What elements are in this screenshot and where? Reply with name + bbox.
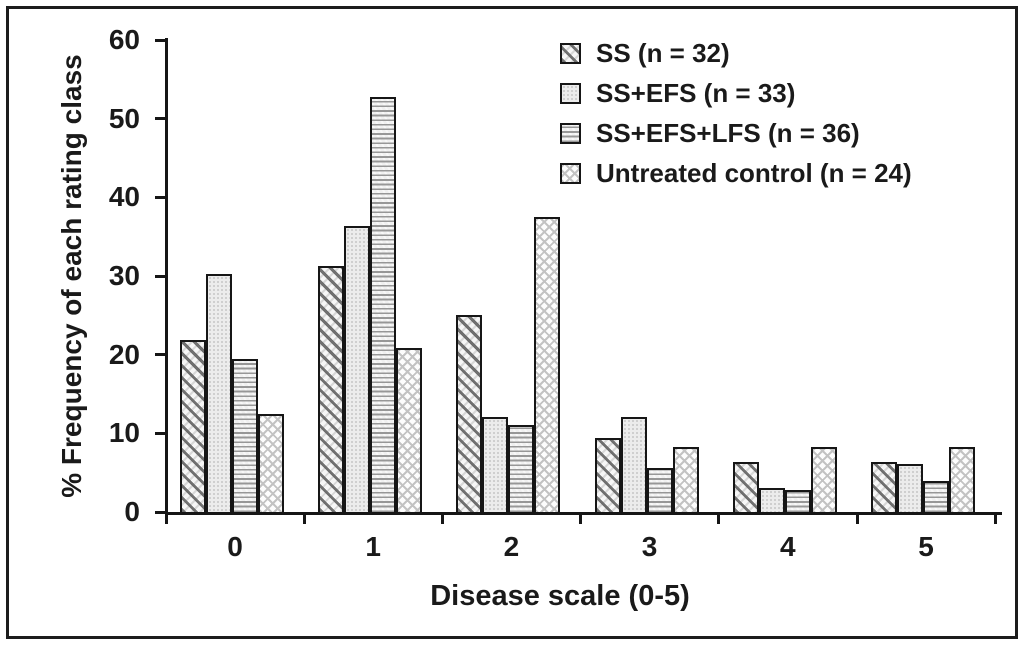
y-tick-label: 10 <box>108 417 140 449</box>
x-tick-mark <box>164 515 168 524</box>
bar-series-dot-stipple-x1 <box>344 225 371 512</box>
x-axis-title: Disease scale (0-5) <box>430 580 690 612</box>
bar-series-diagonal-hatch-x4 <box>732 462 759 512</box>
bar-series-dot-stipple-x3 <box>620 416 647 512</box>
category-group-2 <box>442 40 580 512</box>
plot-area <box>166 40 996 512</box>
bar-series-horizontal-wave-x0 <box>232 359 258 512</box>
y-tick-mark <box>155 274 165 278</box>
bar-series-dot-stipple-x5 <box>897 464 923 512</box>
bar-series-diagonal-hatch-x1 <box>318 265 345 512</box>
bar-series-diagonal-hatch-x0 <box>180 339 206 512</box>
bar-series-diamond-lattice-x3 <box>672 446 699 512</box>
x-tick-mark <box>440 515 444 524</box>
legend-label: SS (n = 32) <box>596 38 730 68</box>
category-group-3 <box>581 40 719 512</box>
bar-series-dot-stipple-x0 <box>206 273 232 512</box>
legend-swatch-icon <box>560 83 581 104</box>
bar-series-dot-stipple-x2 <box>482 416 509 512</box>
y-tick-mark <box>155 195 165 199</box>
category-group-0 <box>166 40 304 512</box>
bar-series-horizontal-wave-x3 <box>646 467 673 512</box>
x-tick-mark <box>855 515 859 524</box>
bar-series-diamond-lattice-x0 <box>258 413 284 512</box>
y-tick-mark <box>155 117 165 121</box>
x-tick-mark <box>302 515 306 524</box>
bar-series-diamond-lattice-x5 <box>949 446 975 512</box>
legend-label: SS+EFS (n = 33) <box>596 78 796 108</box>
x-tick-mark <box>717 515 721 524</box>
y-tick-label: 40 <box>108 181 140 213</box>
legend-label: SS+EFS+LFS (n = 36) <box>596 118 860 148</box>
y-tick-mark <box>155 38 165 42</box>
y-tick-label: 60 <box>108 24 140 55</box>
legend-item: SS (n = 32) <box>560 40 912 67</box>
x-category-label: 0 <box>227 531 243 562</box>
bar-series-horizontal-wave-x2 <box>508 424 535 512</box>
legend: SS (n = 32) SS+EFS (n = 33) SS+EFS+LFS (n … <box>560 40 912 187</box>
x-tick-mark <box>579 515 583 524</box>
bar-series-horizontal-wave-x4 <box>784 490 811 512</box>
y-tick-mark <box>155 510 165 514</box>
legend-item: SS+EFS+LFS (n = 36) <box>560 120 912 147</box>
x-category-label: 4 <box>780 531 796 562</box>
y-tick-label: 0 <box>124 496 140 527</box>
bar-series-diagonal-hatch-x2 <box>456 315 483 512</box>
legend-item: Untreated control (n = 24) <box>560 160 912 187</box>
category-group-1 <box>304 40 442 512</box>
category-group-4 <box>719 40 857 512</box>
x-category-label: 2 <box>503 531 520 562</box>
x-category-label: 1 <box>365 531 381 562</box>
bar-series-diamond-lattice-x1 <box>396 348 423 512</box>
legend-swatch-icon <box>560 123 581 144</box>
legend-swatch-icon <box>560 163 581 184</box>
legend-swatch-icon <box>560 43 581 64</box>
legend-item: SS+EFS (n = 33) <box>560 80 912 107</box>
x-category-label: 5 <box>918 531 934 562</box>
x-tick-mark <box>993 515 997 524</box>
y-tick-mark <box>155 431 165 435</box>
y-tick-label: 50 <box>108 102 140 134</box>
category-group-5 <box>857 40 995 512</box>
figure-border <box>6 6 1018 639</box>
y-tick-label: 30 <box>108 260 140 291</box>
y-axis-line <box>165 38 168 515</box>
bar-series-diagonal-hatch-x5 <box>871 462 897 512</box>
bar-series-diamond-lattice-x4 <box>810 446 837 512</box>
y-tick-mark <box>155 353 165 357</box>
x-category-label: 3 <box>641 531 658 562</box>
bar-series-diagonal-hatch-x3 <box>594 438 621 512</box>
bar-series-dot-stipple-x4 <box>758 488 785 512</box>
legend-label: Untreated control (n = 24) <box>596 158 912 188</box>
x-axis-line <box>165 512 1002 515</box>
bar-series-horizontal-wave-x1 <box>370 96 397 512</box>
bar-series-horizontal-wave-x5 <box>923 481 949 512</box>
y-tick-label: 20 <box>108 338 140 370</box>
bar-series-diamond-lattice-x2 <box>534 217 561 512</box>
